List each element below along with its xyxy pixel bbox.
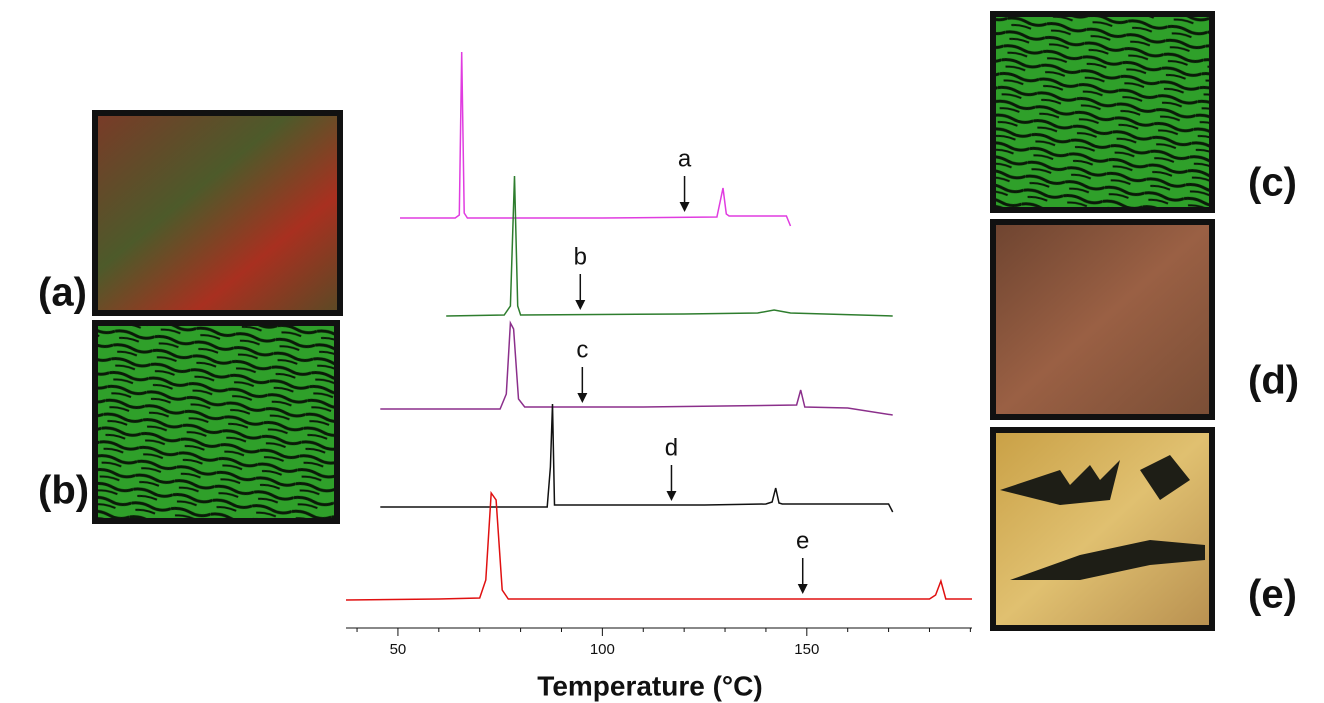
dsc-curve (400, 51, 792, 227)
image-label: (b) (38, 469, 89, 513)
x-tick-label: 150 (794, 641, 819, 658)
dsc-curve (380, 403, 894, 513)
micrograph-a (92, 110, 343, 316)
image-label: (a) (38, 271, 87, 315)
curve-label: a (678, 145, 692, 172)
dsc-curve (380, 320, 893, 416)
arrow-head (666, 491, 677, 501)
arrow-head (797, 584, 808, 594)
dsc-curve (446, 175, 893, 317)
curve-label: e (796, 527, 809, 554)
micrographs (92, 11, 1215, 631)
curve-label: d (665, 434, 678, 461)
micrograph-c (990, 11, 1215, 213)
arrow-head (577, 393, 588, 403)
arrow-head (679, 202, 690, 212)
x-axis-label: Temperature (°C) (537, 670, 762, 701)
image-label: (c) (1248, 161, 1297, 205)
x-tick-label: 100 (590, 641, 615, 658)
curve-label: c (576, 336, 588, 363)
image-label: (d) (1248, 359, 1299, 403)
micrograph-d (990, 219, 1215, 420)
micrograph-e-dark (1000, 455, 1205, 580)
arrow-head (575, 300, 586, 310)
micrograph-e (990, 427, 1215, 631)
image-label: (e) (1248, 573, 1297, 617)
micrograph-b (92, 320, 340, 524)
dsc-curve (345, 490, 972, 601)
curve-label: b (574, 243, 587, 270)
x-tick-label: 50 (390, 641, 407, 658)
